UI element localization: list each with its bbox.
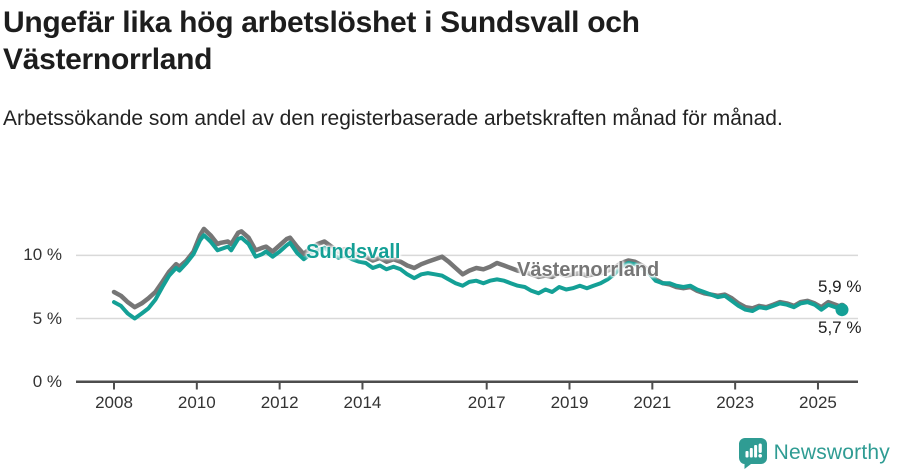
series-end-dot-sundsvall	[835, 303, 849, 317]
series-line-vsternorrland	[111, 226, 845, 311]
x-tick-label-2019: 2019	[550, 393, 589, 412]
newsworthy-logo-icon	[738, 437, 767, 469]
chart-subtitle: Arbetssökande som andel av den registerb…	[3, 107, 783, 131]
x-tick-label-2008: 2008	[95, 393, 133, 412]
x-tick-label-2012: 2012	[260, 393, 299, 412]
x-tick-label-2010: 2010	[177, 393, 216, 412]
x-tick-label-2025: 2025	[799, 393, 837, 412]
y-tick-label-5pct: 5 %	[32, 308, 62, 328]
series-label-sundsvall: Sundsvall	[306, 241, 401, 263]
chart-title: Ungefär lika hög arbetslöshet i Sundsval…	[3, 6, 640, 77]
chart-header: Ungefär lika hög arbetslöshet i Sundsval…	[3, 4, 883, 135]
series-line-sundsvall	[112, 233, 844, 321]
x-tick-label-2023: 2023	[716, 393, 755, 412]
x-tick-label-2017: 2017	[467, 393, 506, 412]
y-tick-label-0pct: 0 %	[32, 371, 62, 391]
y-tick-label-10pct: 10 %	[23, 245, 62, 265]
series-label-vasternorrland: Västernorrland	[517, 259, 660, 281]
brand-name: Newsworthy	[773, 441, 890, 464]
x-tick-label-2021: 2021	[633, 393, 672, 412]
newsworthy-branding: Newsworthy	[738, 436, 890, 470]
end-value-label-sundsvall: 5,7 %	[818, 318, 862, 337]
end-value-label-vasternorrland: 5,9 %	[818, 277, 862, 296]
x-tick-label-2014: 2014	[343, 393, 382, 412]
